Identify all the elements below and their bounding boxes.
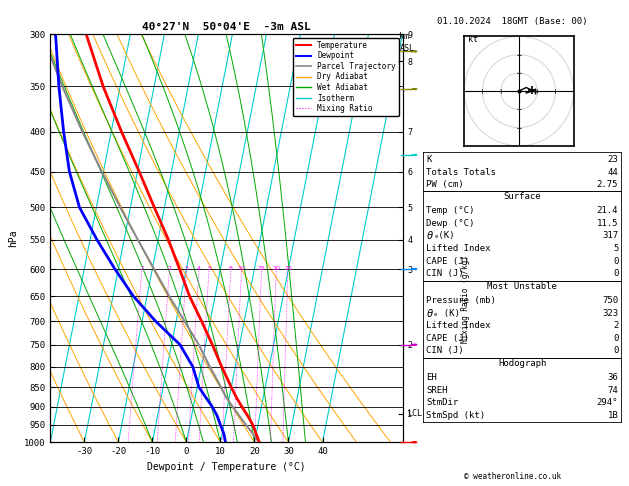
- Text: 1: 1: [140, 266, 144, 271]
- Text: 2: 2: [613, 321, 618, 330]
- Text: 15: 15: [258, 266, 265, 271]
- Text: 0: 0: [613, 334, 618, 343]
- Text: ASL: ASL: [399, 44, 415, 53]
- Text: 01.10.2024  18GMT (Base: 00): 01.10.2024 18GMT (Base: 00): [437, 17, 588, 26]
- Text: 750: 750: [602, 296, 618, 305]
- Text: 20: 20: [272, 266, 281, 271]
- Text: ₑ(K): ₑ(K): [434, 231, 455, 241]
- Y-axis label: hPa: hPa: [8, 229, 18, 247]
- Text: 11.5: 11.5: [597, 219, 618, 228]
- Text: LCL: LCL: [407, 410, 421, 418]
- Text: StmDir: StmDir: [426, 398, 459, 407]
- Text: 294°: 294°: [597, 398, 618, 407]
- Text: Pressure (mb): Pressure (mb): [426, 296, 496, 305]
- Text: 23: 23: [608, 155, 618, 164]
- Text: 1B: 1B: [608, 411, 618, 420]
- Text: 317: 317: [602, 231, 618, 241]
- Text: 10: 10: [238, 266, 245, 271]
- Text: 8: 8: [229, 266, 233, 271]
- Text: θ: θ: [426, 231, 433, 242]
- Text: Totals Totals: Totals Totals: [426, 168, 496, 176]
- Text: Most Unstable: Most Unstable: [487, 282, 557, 291]
- Text: kt: kt: [468, 35, 478, 44]
- Title: 40°27'N  50°04'E  -3m ASL: 40°27'N 50°04'E -3m ASL: [142, 22, 311, 32]
- Text: 2: 2: [167, 266, 172, 271]
- Text: Lifted Index: Lifted Index: [426, 244, 491, 253]
- Text: Temp (°C): Temp (°C): [426, 206, 475, 215]
- Text: Mixing Ratio (g/kg): Mixing Ratio (g/kg): [462, 256, 470, 343]
- Text: CIN (J): CIN (J): [426, 269, 464, 278]
- Legend: Temperature, Dewpoint, Parcel Trajectory, Dry Adiabat, Wet Adiabat, Isotherm, Mi: Temperature, Dewpoint, Parcel Trajectory…: [292, 38, 399, 116]
- Text: 0: 0: [613, 347, 618, 355]
- Text: Hodograph: Hodograph: [498, 359, 546, 368]
- Text: 36: 36: [608, 373, 618, 382]
- Text: 5: 5: [207, 266, 211, 271]
- Text: SREH: SREH: [426, 385, 448, 395]
- Text: θ: θ: [426, 309, 433, 318]
- Text: 323: 323: [602, 309, 618, 317]
- Text: 2.75: 2.75: [597, 180, 618, 189]
- Text: CAPE (J): CAPE (J): [426, 334, 469, 343]
- Text: CIN (J): CIN (J): [426, 347, 464, 355]
- Text: EH: EH: [426, 373, 437, 382]
- Text: ₑ (K): ₑ (K): [433, 309, 460, 317]
- Text: CAPE (J): CAPE (J): [426, 257, 469, 266]
- Text: 4: 4: [197, 266, 201, 271]
- Text: km: km: [399, 32, 409, 41]
- Text: Dewp (°C): Dewp (°C): [426, 219, 475, 228]
- Text: K: K: [426, 155, 432, 164]
- Text: 0: 0: [613, 269, 618, 278]
- Text: 25: 25: [284, 266, 292, 271]
- Text: 21.4: 21.4: [597, 206, 618, 215]
- Text: 0: 0: [613, 257, 618, 266]
- X-axis label: Dewpoint / Temperature (°C): Dewpoint / Temperature (°C): [147, 462, 306, 472]
- Text: Lifted Index: Lifted Index: [426, 321, 491, 330]
- Text: 3: 3: [184, 266, 189, 271]
- Text: 44: 44: [608, 168, 618, 176]
- Text: StmSpd (kt): StmSpd (kt): [426, 411, 486, 420]
- Text: 74: 74: [608, 385, 618, 395]
- Text: © weatheronline.co.uk: © weatheronline.co.uk: [464, 472, 561, 481]
- Text: 5: 5: [613, 244, 618, 253]
- Text: PW (cm): PW (cm): [426, 180, 464, 189]
- Text: Surface: Surface: [503, 192, 541, 201]
